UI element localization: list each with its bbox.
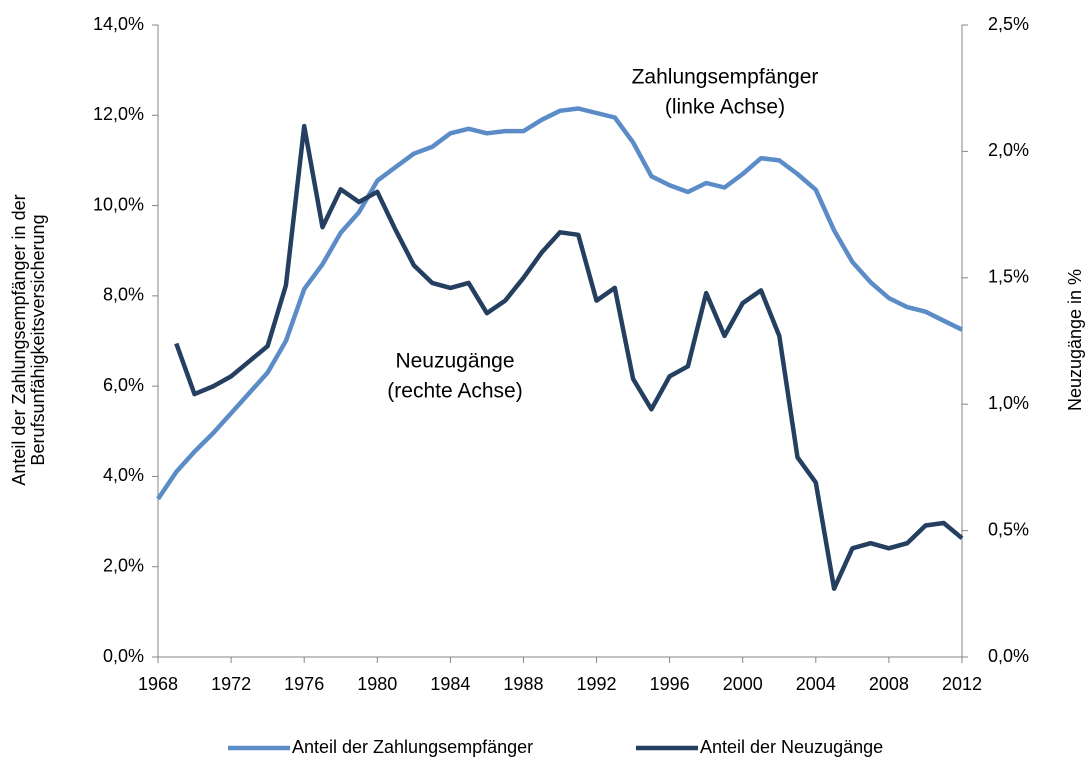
y-tick-label: 14,0% <box>93 14 144 34</box>
legend-label: Anteil der Zahlungsempfänger <box>292 737 533 757</box>
x-tick-label: 1968 <box>138 674 178 694</box>
x-tick-label: 1984 <box>430 674 470 694</box>
x-tick-label: 2012 <box>942 674 982 694</box>
x-tick-label: 1972 <box>211 674 251 694</box>
x-tick-label: 2008 <box>869 674 909 694</box>
y-tick-label: 4,0% <box>103 465 144 485</box>
y2-tick-label: 2,5% <box>988 14 1029 34</box>
annotation: (rechte Achse) <box>387 380 522 403</box>
y2-tick-label: 1,5% <box>988 267 1029 287</box>
x-tick-label: 1992 <box>577 674 617 694</box>
series-line <box>156 106 963 501</box>
x-tick-label: 2004 <box>796 674 836 694</box>
y-axis-label: Anteil der Zahlungsempfänger in der <box>9 194 29 485</box>
annotation: (linke Achse) <box>665 96 785 119</box>
y-axis-label: Berufsunfähigkeitsversicherung <box>28 214 48 465</box>
y-tick-label: 10,0% <box>93 194 144 214</box>
annotation: Neuzugänge <box>395 350 514 373</box>
y-tick-label: 2,0% <box>103 555 144 575</box>
y2-tick-label: 1,0% <box>988 393 1029 413</box>
y2-tick-label: 0,0% <box>988 646 1029 666</box>
x-tick-label: 1996 <box>650 674 690 694</box>
y2-axis-label: Neuzugänge in % <box>1065 269 1085 411</box>
x-tick-label: 1976 <box>284 674 324 694</box>
y-tick-label: 6,0% <box>103 375 144 395</box>
x-tick-label: 2000 <box>723 674 763 694</box>
x-tick-label: 1980 <box>357 674 397 694</box>
y2-tick-label: 2,0% <box>988 140 1029 160</box>
y-tick-label: 0,0% <box>103 646 144 666</box>
annotation: Zahlungsempfänger <box>632 66 819 89</box>
series-line <box>174 123 964 591</box>
y-tick-label: 8,0% <box>103 285 144 305</box>
y2-tick-label: 0,5% <box>988 519 1029 539</box>
y-tick-label: 12,0% <box>93 104 144 124</box>
x-tick-label: 1988 <box>503 674 543 694</box>
legend-label: Anteil der Neuzugänge <box>700 737 883 757</box>
